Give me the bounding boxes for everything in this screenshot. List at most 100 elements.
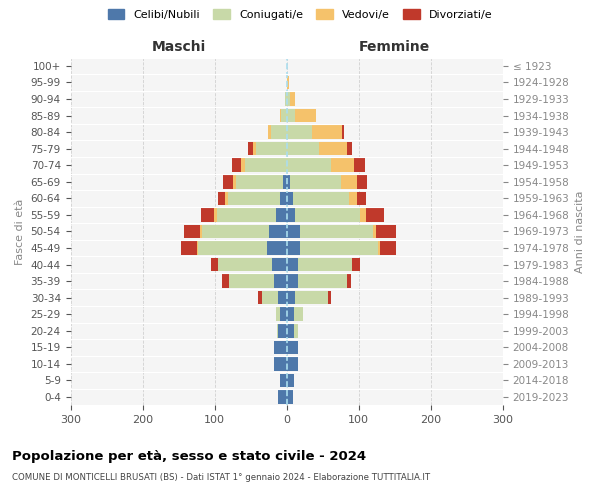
Bar <box>287 126 312 139</box>
Bar <box>268 126 271 139</box>
Bar <box>280 109 281 122</box>
Bar <box>366 208 384 222</box>
Bar <box>287 158 331 172</box>
Bar <box>287 92 290 106</box>
Bar <box>278 291 287 304</box>
Bar <box>258 291 262 304</box>
Bar <box>184 224 200 238</box>
Bar <box>287 291 295 304</box>
Text: Popolazione per età, sesso e stato civile - 2024: Popolazione per età, sesso e stato civil… <box>12 450 366 463</box>
Bar <box>287 258 298 272</box>
Bar <box>376 224 397 238</box>
Bar <box>269 224 287 238</box>
Bar <box>223 175 233 188</box>
Bar <box>287 357 298 370</box>
Bar <box>347 142 352 156</box>
Bar <box>287 374 294 387</box>
Bar <box>287 274 298 288</box>
Text: COMUNE DI MONTICELLI BRUSATI (BS) - Dati ISTAT 1° gennaio 2024 - Elaborazione TU: COMUNE DI MONTICELLI BRUSATI (BS) - Dati… <box>12 472 430 482</box>
Bar <box>227 192 280 205</box>
Y-axis label: Anni di nascita: Anni di nascita <box>575 190 585 272</box>
Bar <box>300 241 377 255</box>
Bar <box>271 126 287 139</box>
Bar <box>358 192 366 205</box>
Bar <box>201 208 214 222</box>
Bar <box>287 308 294 321</box>
Bar <box>280 192 287 205</box>
Bar <box>229 274 274 288</box>
Bar <box>274 340 287 354</box>
Bar <box>295 208 360 222</box>
Bar <box>197 241 198 255</box>
Text: Femmine: Femmine <box>359 40 430 54</box>
Bar <box>287 175 290 188</box>
Bar <box>232 158 241 172</box>
Bar <box>233 175 236 188</box>
Bar <box>377 241 380 255</box>
Bar <box>248 142 253 156</box>
Y-axis label: Fasce di età: Fasce di età <box>15 198 25 264</box>
Bar <box>360 208 366 222</box>
Bar <box>342 126 344 139</box>
Bar <box>274 357 287 370</box>
Bar <box>352 258 360 272</box>
Bar <box>287 224 300 238</box>
Bar <box>287 76 289 90</box>
Bar <box>373 224 376 238</box>
Bar <box>256 142 287 156</box>
Bar <box>294 308 302 321</box>
Bar <box>290 175 341 188</box>
Bar <box>214 208 217 222</box>
Bar <box>276 308 280 321</box>
Bar <box>274 274 287 288</box>
Bar <box>253 142 256 156</box>
Bar <box>287 324 294 338</box>
Bar <box>280 308 287 321</box>
Bar <box>217 208 276 222</box>
Bar <box>319 142 347 156</box>
Bar <box>266 241 287 255</box>
Bar <box>331 158 355 172</box>
Bar <box>328 291 331 304</box>
Bar <box>287 208 295 222</box>
Bar <box>300 224 373 238</box>
Bar <box>245 158 287 172</box>
Bar <box>283 175 287 188</box>
Bar <box>287 142 319 156</box>
Bar <box>262 291 278 304</box>
Bar <box>280 374 287 387</box>
Bar <box>298 274 347 288</box>
Bar <box>355 158 365 172</box>
Bar <box>226 192 227 205</box>
Bar <box>181 241 197 255</box>
Bar <box>312 126 342 139</box>
Bar <box>198 241 266 255</box>
Text: Maschi: Maschi <box>152 40 206 54</box>
Bar <box>349 192 358 205</box>
Bar <box>287 192 293 205</box>
Bar <box>287 340 298 354</box>
Bar <box>278 324 287 338</box>
Bar <box>287 109 295 122</box>
Bar <box>241 158 245 172</box>
Bar <box>276 208 287 222</box>
Bar <box>286 92 287 106</box>
Bar <box>272 258 287 272</box>
Bar <box>222 274 229 288</box>
Bar <box>356 175 367 188</box>
Bar <box>347 274 351 288</box>
Bar <box>295 109 316 122</box>
Bar <box>294 324 298 338</box>
Bar <box>200 224 202 238</box>
Bar <box>287 390 293 404</box>
Bar <box>295 291 328 304</box>
Bar <box>380 241 395 255</box>
Bar <box>278 390 287 404</box>
Bar <box>218 192 226 205</box>
Bar <box>277 324 278 338</box>
Legend: Celibi/Nubili, Coniugati/e, Vedovi/e, Divorziati/e: Celibi/Nubili, Coniugati/e, Vedovi/e, Di… <box>104 6 496 23</box>
Bar <box>298 258 352 272</box>
Bar <box>281 109 287 122</box>
Bar <box>211 258 218 272</box>
Bar <box>218 258 272 272</box>
